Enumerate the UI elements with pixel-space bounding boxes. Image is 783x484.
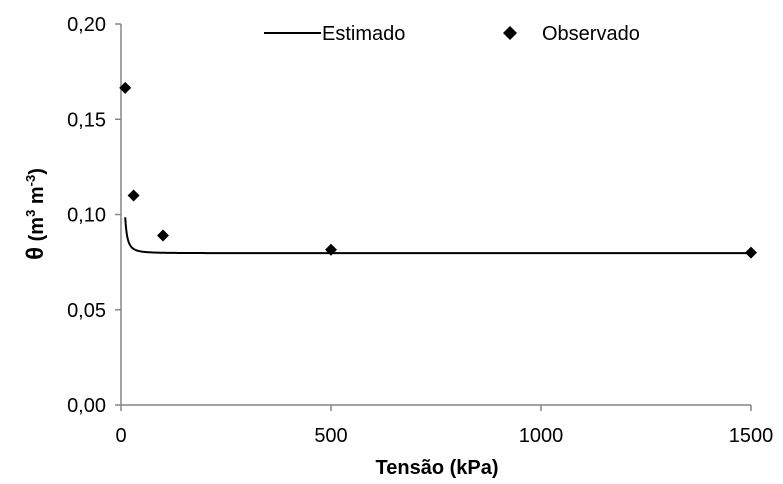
y-tick-label: 0,00 bbox=[67, 395, 106, 417]
legend-diamond-marker bbox=[503, 26, 517, 40]
y-axis-ticks: 0,00 0,05 0,10 0,15 0,20 bbox=[67, 14, 121, 417]
data-point-observado bbox=[127, 189, 140, 202]
y-tick-label: 0,05 bbox=[67, 300, 106, 322]
legend-label-observado: Observado bbox=[542, 23, 640, 45]
x-tick-label: 1000 bbox=[519, 425, 564, 447]
y-axis-title: θ (m3 m-3) bbox=[22, 168, 49, 260]
x-tick-label: 0 bbox=[115, 425, 126, 447]
x-axis-ticks: 0 500 1000 1500 bbox=[115, 405, 773, 447]
y-tick-label: 0,10 bbox=[67, 205, 106, 227]
data-point-observado bbox=[157, 229, 169, 242]
data-point-observado bbox=[325, 243, 337, 256]
x-tick-label: 500 bbox=[314, 425, 347, 447]
plot-area bbox=[120, 24, 751, 406]
x-tick-label: 1500 bbox=[729, 425, 774, 447]
x-axis-title: Tensão (kPa) bbox=[376, 457, 499, 479]
data-point-observado bbox=[745, 246, 757, 259]
y-tick-label: 0,15 bbox=[67, 109, 106, 131]
series-line-estimado bbox=[124, 217, 751, 255]
y-axis-title-suffix: ) bbox=[26, 168, 48, 175]
data-point-observado bbox=[119, 81, 132, 94]
y-axis-title-mid: m bbox=[26, 186, 48, 209]
y-axis-title-sup1: 3 bbox=[23, 210, 38, 217]
y-tick-label: 0,20 bbox=[67, 14, 106, 36]
y-axis-title-symbol: θ bbox=[22, 247, 49, 260]
legend: Estimado Observado bbox=[264, 23, 640, 45]
legend-label-estimado: Estimado bbox=[322, 23, 405, 45]
y-axis-title-prefix: (m bbox=[26, 217, 48, 247]
y-axis-title-sup2: -3 bbox=[23, 175, 38, 187]
series-layer bbox=[119, 81, 757, 259]
